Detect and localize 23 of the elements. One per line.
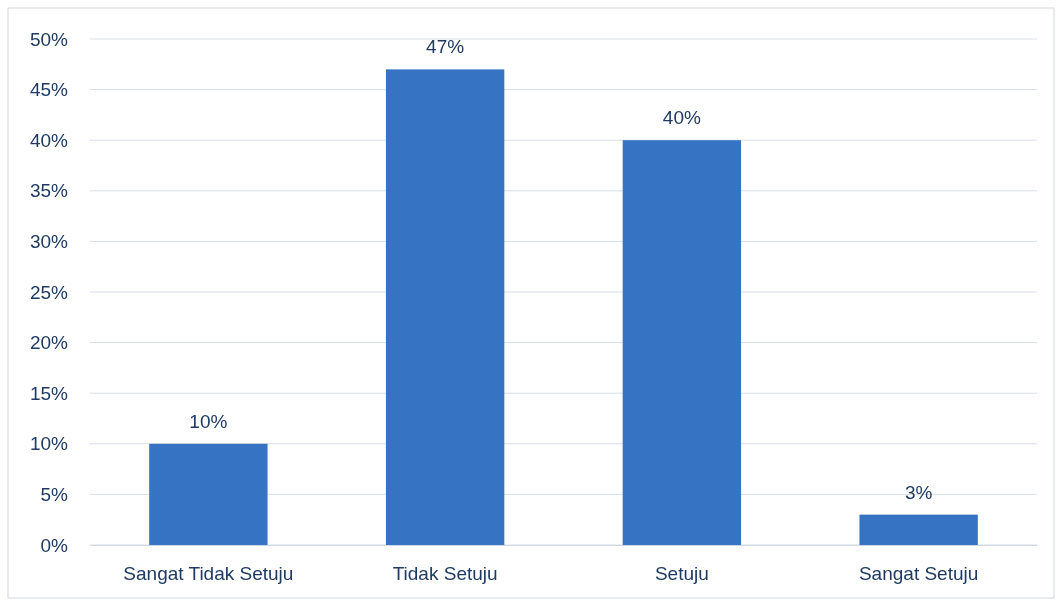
y-tick-label: 15% <box>29 382 69 404</box>
y-tick-label: 25% <box>29 281 69 303</box>
x-tick-label: Sangat Tidak Setuju <box>123 563 294 585</box>
data-label: 40% <box>662 107 701 129</box>
bar <box>859 514 978 545</box>
x-tick-label: Sangat Setuju <box>858 563 979 585</box>
y-tick-label: 50% <box>29 28 69 50</box>
y-tick-label: 0% <box>40 534 69 556</box>
y-tick-label: 20% <box>29 332 69 354</box>
y-tick-label: 45% <box>29 79 69 101</box>
y-tick-label: 5% <box>40 483 69 505</box>
y-tick-label: 10% <box>29 433 69 455</box>
x-tick-label: Setuju <box>654 563 709 585</box>
y-tick-label: 40% <box>29 129 69 151</box>
bar <box>385 69 505 545</box>
data-label: 10% <box>189 410 228 432</box>
x-tick-label: Tidak Setuju <box>392 563 498 585</box>
y-tick-label: 35% <box>29 180 69 202</box>
bar <box>149 443 268 545</box>
bar <box>622 140 742 545</box>
data-label: 47% <box>426 36 465 58</box>
y-tick-label: 30% <box>29 230 69 252</box>
data-label: 3% <box>904 481 933 503</box>
